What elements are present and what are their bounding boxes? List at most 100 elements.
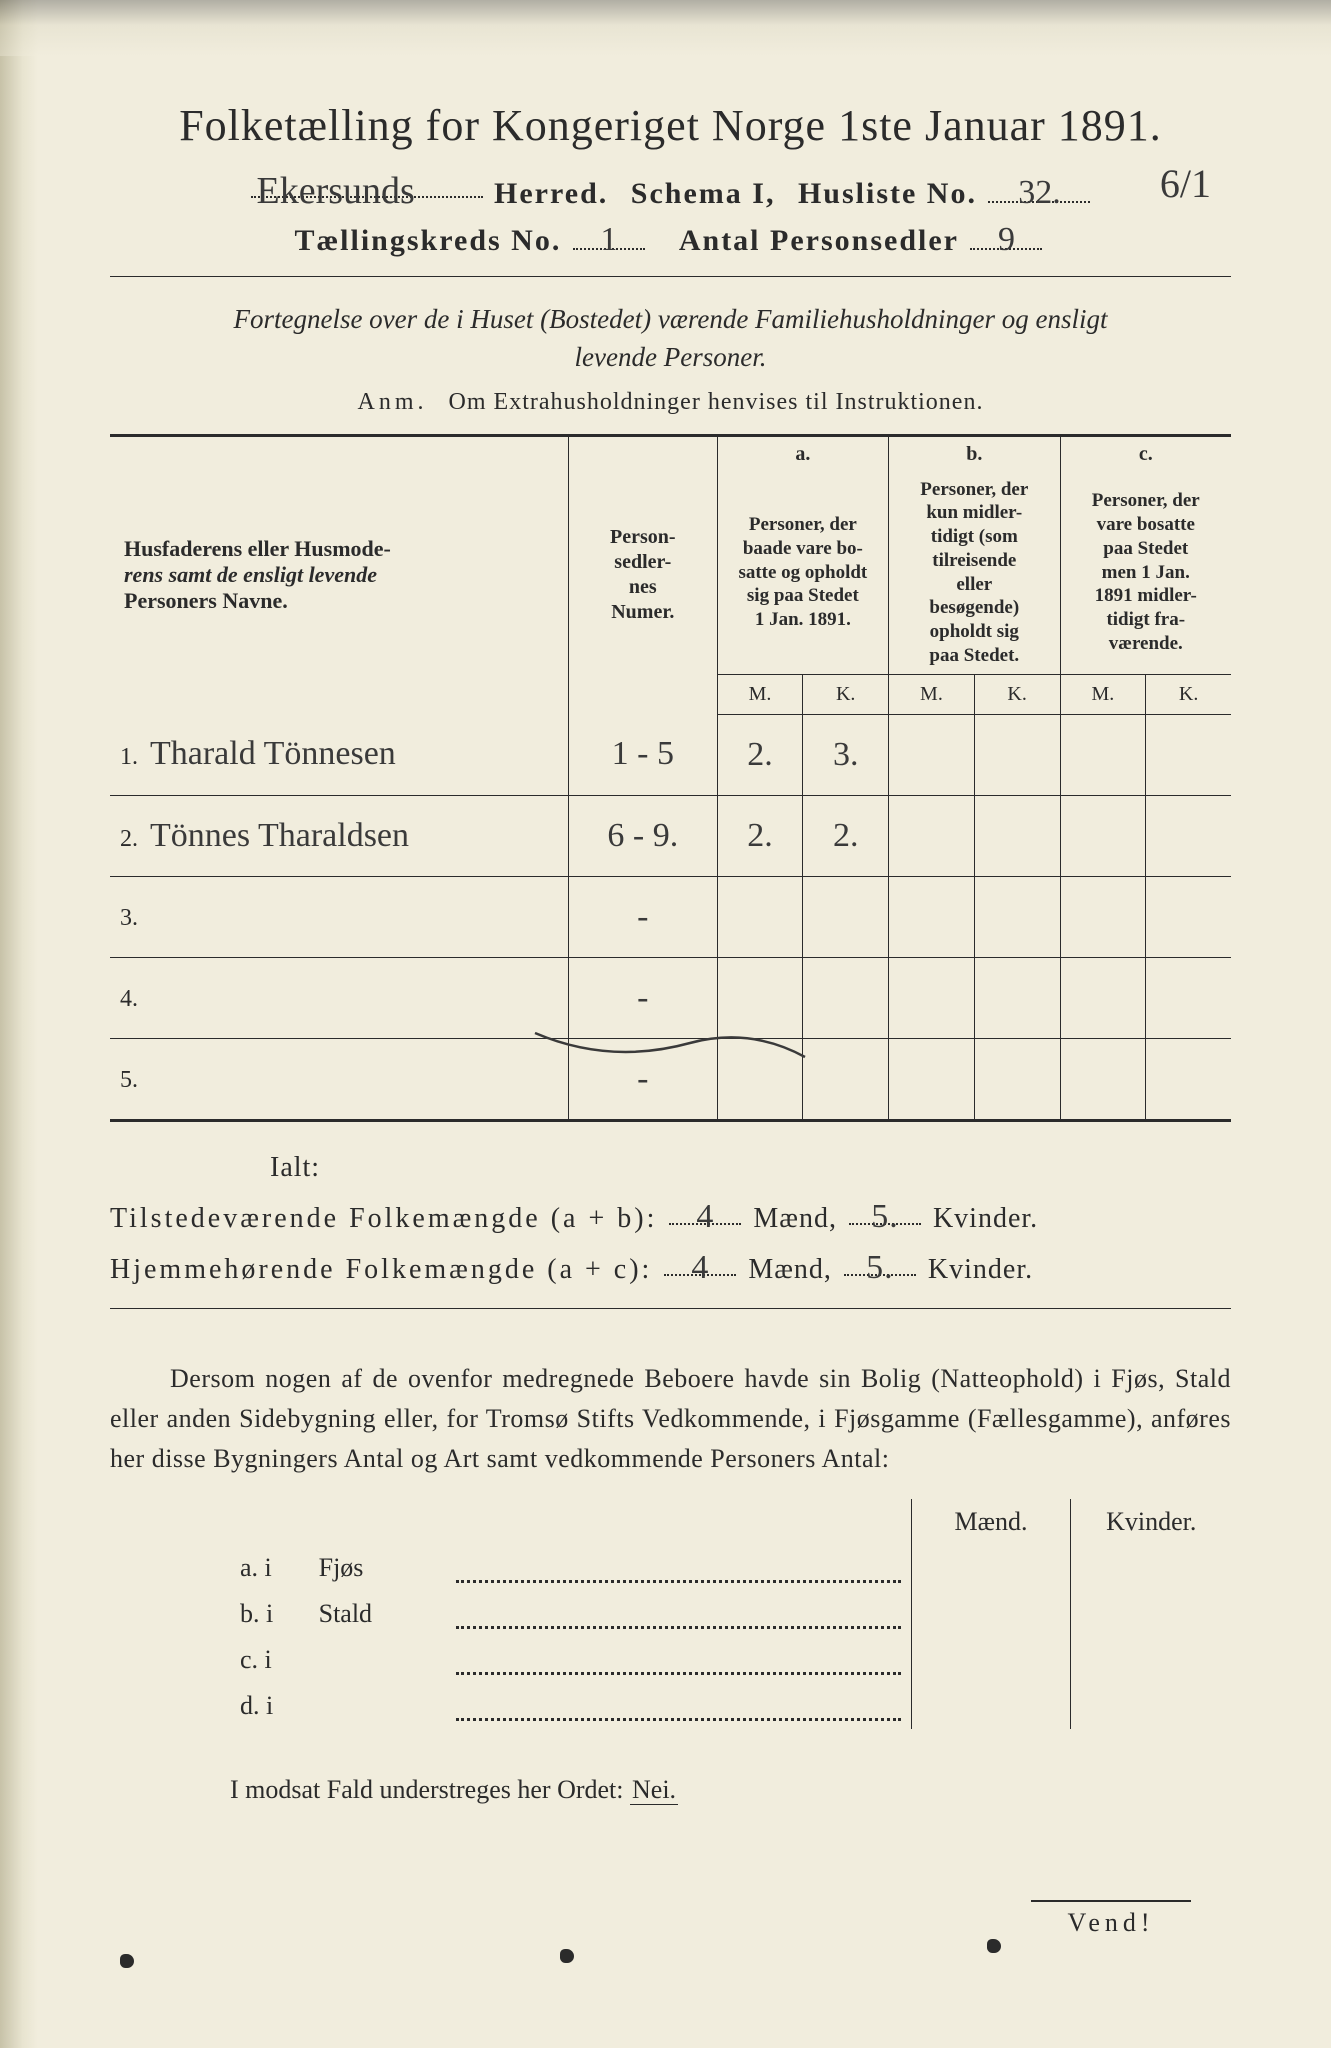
t-a5: 1 Jan. 1891. [755,609,851,630]
col-group-c: c. [1060,437,1231,472]
building-header-m: Mænd. [911,1499,1071,1545]
col-header-names: Husfaderens eller Husmode- rens samt de … [110,437,568,715]
col-names-l2: rens samt de ensligt levende [124,562,377,587]
t-c3: paa Stedet [1103,538,1188,559]
anm-prefix: Anm. [358,389,428,415]
t-a2: baade vare bo- [743,538,863,559]
cell-c-k [1146,795,1231,876]
t-a1: Personer, der [749,514,857,535]
t-b8: paa Stedet. [929,645,1019,666]
building-row-k [1071,1591,1231,1637]
cell-c-k [1146,957,1231,1038]
cell-b-k [974,876,1060,957]
cell-a-k [803,1038,889,1119]
cell-sedler: 6 - 9. [568,795,717,876]
cell-a-k: 3. [803,714,889,795]
cell-a-k [803,876,889,957]
cell-name: 1. Tharald Tönnesen [110,714,568,795]
nei-line: I modsat Fald understreges her Ordet: Ne… [110,1775,1231,1805]
cell-b-m [889,1038,975,1119]
t-b5: eller [956,574,992,595]
cell-c-m [1060,795,1146,876]
cell-a-m [717,876,803,957]
pen-flourish [530,1025,810,1065]
ink-spot [987,1939,1001,1953]
tot2-prefix: Hjemmehørende Folkemængde (a + c): [110,1254,652,1285]
table-row: 3. - [110,876,1231,957]
cell-a-m: 2. [717,714,803,795]
cell-a-k [803,957,889,1038]
building-row-m [911,1683,1071,1729]
cell-c-k [1146,1038,1231,1119]
val-hw: 2. [747,817,773,855]
building-row-dots [446,1683,911,1729]
cell-c-m [1060,957,1146,1038]
cell-b-m [889,714,975,795]
col-names-l3: Personers Navne. [124,588,288,613]
person-name-handwritten: Tharald Tönnesen [150,735,396,773]
t-b1: Personer, der [920,479,1028,500]
cell-a-m: 2. [717,795,803,876]
building-row-kind [309,1637,447,1683]
cell-a-k: 2. [803,795,889,876]
building-row-label: b. i [230,1591,309,1637]
building-row-m [911,1591,1071,1637]
building-header-k: Kvinder. [1071,1499,1231,1545]
tot1-prefix: Tilstedeværende Folkemængde (a + b): [110,1203,657,1234]
cell-name: 2. Tönnes Tharaldsen [110,795,568,876]
t-c6: tidigt fra- [1106,609,1185,630]
cell-b-m [889,876,975,957]
cell-name: 4. [110,957,568,1038]
col-group-b: b. [889,437,1060,472]
tot2-m-label: Mænd, [748,1254,832,1285]
building-row-dots [446,1591,911,1637]
t-b6: besøgende) [929,597,1019,618]
tot2-m-hw: 4 [691,1249,709,1287]
sedler-hw: 6 - 9. [607,817,678,855]
tot1-m-hw: 4 [696,1198,714,1236]
table-row: 1.Tharald Tönnesen1 - 52.3. [110,714,1231,795]
header-line-3: Tællingskreds No. 1 Antal Personsedler 9 [110,221,1231,258]
building-row: c. i [230,1637,1231,1683]
nei-word: Nei. [630,1775,678,1805]
row-number: 3. [120,905,138,931]
census-table: Husfaderens eller Husmode- rens samt de … [110,437,1231,1119]
building-row-kind [309,1683,447,1729]
building-row-m [911,1545,1071,1591]
husliste-label: Husliste No. [798,177,977,210]
row-number: 2. [120,826,138,852]
col-num-l2: sedler- [614,551,671,573]
row-number: 1. [120,744,138,770]
cell-sedler: - [568,876,717,957]
page-title: Folketælling for Kongeriget Norge 1ste J… [110,100,1231,151]
herred-name-handwritten: Ekersunds [257,169,415,213]
cell-b-m [889,957,975,1038]
ink-spot [560,1949,574,1963]
person-name-handwritten: Tönnes Tharaldsen [150,817,409,855]
cell-b-k [974,714,1060,795]
schema-label: Schema I, [631,177,776,210]
val-hw: 2. [747,736,773,774]
col-b-m: M. [889,674,975,714]
col-num-l4: Numer. [611,601,674,623]
row-number: 5. [120,1067,138,1093]
cell-c-k [1146,714,1231,795]
antal-number-handwritten: 9 [998,221,1015,259]
anm-note: Anm. Om Extrahusholdninger henvises til … [110,389,1231,416]
building-table-body: a. iFjøsb. iStaldc. id. i [230,1545,1231,1729]
val-hw: 3. [833,736,859,774]
t-c7: værende. [1109,633,1183,654]
cell-name: 3. [110,876,568,957]
col-num-l3: nes [629,576,657,598]
col-group-a: a. [717,437,888,472]
tot1-k-hw: 5. [871,1198,899,1236]
building-row-k [1071,1683,1231,1729]
antal-label: Antal Personsedler [679,224,959,257]
tot1-m-label: Mænd, [753,1203,837,1234]
vend-label: Vend! [1031,1900,1191,1938]
husliste-number-handwritten: 32. [1018,174,1061,212]
building-row-k [1071,1637,1231,1683]
t-c1: Personer, der [1092,490,1200,511]
anm-text: Om Extrahusholdninger henvises til Instr… [449,389,984,415]
col-num-l1: Person- [610,526,676,548]
